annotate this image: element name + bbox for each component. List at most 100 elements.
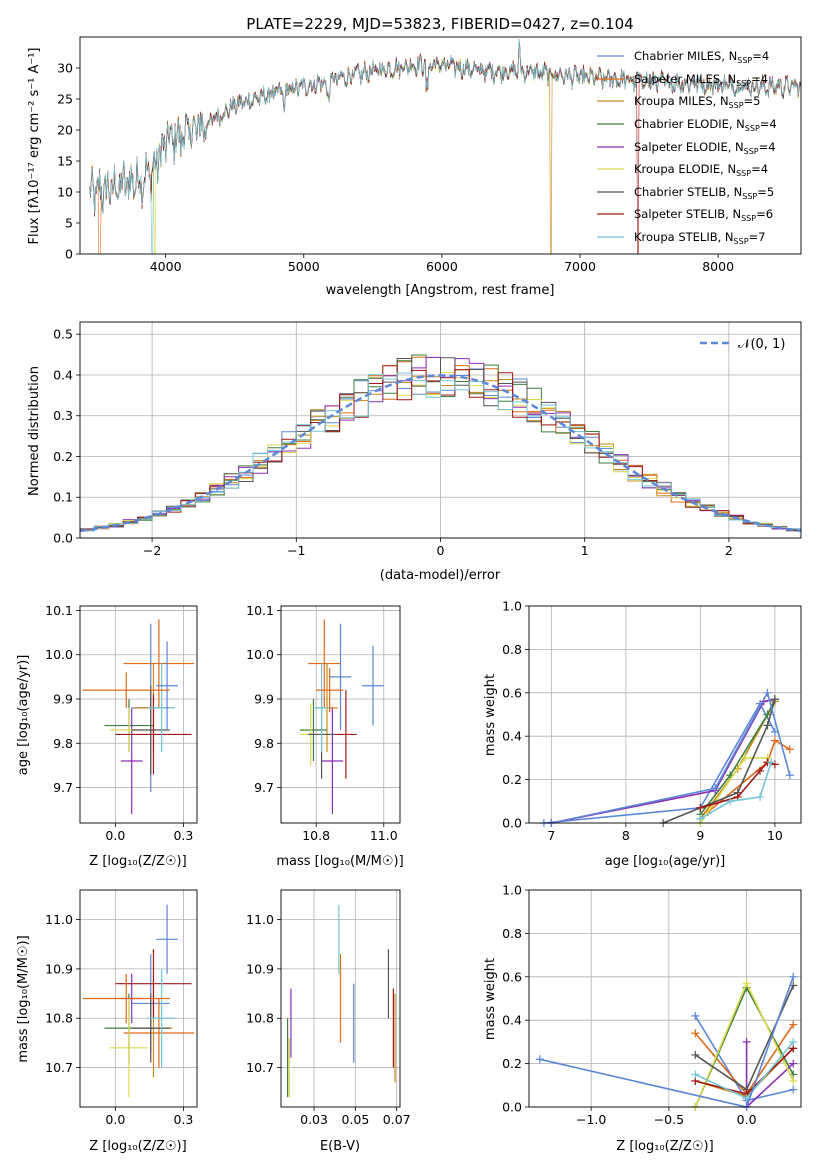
legend-sub: SSP <box>734 237 749 246</box>
legend-sub: SSP <box>742 192 757 201</box>
y-tick-label: 10.1 <box>246 603 274 618</box>
x-tick-label: 0.03 <box>300 1112 328 1127</box>
panel-0: 4000 5000 6000 7000 8000 0 5 10 15 20 25 30 <box>57 36 802 274</box>
y-tick-label: 10.9 <box>246 961 274 976</box>
axes-frame <box>79 36 802 255</box>
panel-7: −1.0 −0.5 0.0 0.0 0.2 0.4 0.6 0.8 1.0 <box>502 883 802 1127</box>
y-tick-label: 0.0 <box>502 1100 522 1115</box>
weight-series-line <box>699 761 772 820</box>
y-tick-label: 10.7 <box>45 1060 73 1075</box>
y-tick-label: 0.4 <box>502 729 522 744</box>
legend-n: =4 <box>760 117 777 131</box>
weight-marker <box>770 736 779 745</box>
legend-entry: Kroupa STELIB, NSSP=7 <box>597 230 765 246</box>
y-tick-label: 9.7 <box>254 780 274 795</box>
weight-marker <box>789 1059 798 1068</box>
legend-n: =5 <box>757 185 774 199</box>
legend-label: Chabrier ELODIE, N <box>634 117 745 131</box>
legend-entry: Salpeter MILES, NSSP=4 <box>597 72 768 88</box>
svg-text:Salpeter MILES, NSSP=4: Salpeter MILES, NSSP=4 <box>634 72 768 88</box>
y-tick-label: 5 <box>65 216 73 231</box>
weight-series-line <box>551 690 791 824</box>
y-tick-label: 25 <box>57 92 73 107</box>
panel-4: 7 8 9 10 0.0 0.2 0.4 0.6 0.8 1.0 <box>502 599 802 843</box>
errorbar-point <box>299 699 327 761</box>
y-tick-label: 10.7 <box>246 1060 274 1075</box>
axes-frame <box>79 321 802 539</box>
mass-z-ylabel: mass [log₁₀(M/M☉)] <box>16 935 31 1062</box>
axes-frame <box>280 889 401 1108</box>
age-mass-xlabel: mass [log₁₀(M/M☉)] <box>276 854 403 869</box>
legend-label: Chabrier MILES, N <box>634 49 737 63</box>
svg-text:Chabrier STELIB, NSSP=5: Chabrier STELIB, NSSP=5 <box>634 185 774 201</box>
errorbar-point <box>308 619 341 708</box>
legend-n: =6 <box>756 207 773 221</box>
x-tick-label: 6000 <box>426 259 458 274</box>
weight-marker <box>691 1070 700 1079</box>
histogram-ylabel: Normed distribution <box>27 366 42 496</box>
x-tick-label: 11.0 <box>370 828 398 843</box>
weight-marker <box>789 1037 798 1046</box>
svg-text:Kroupa STELIB, NSSP=7: Kroupa STELIB, NSSP=7 <box>634 230 765 246</box>
x-tick-label: 2 <box>725 543 733 558</box>
x-tick-label: 8000 <box>702 259 734 274</box>
weight-marker <box>726 797 735 806</box>
svg-text:Salpeter STELIB, NSSP=6: Salpeter STELIB, NSSP=6 <box>634 207 773 223</box>
x-tick-label: 4000 <box>150 259 182 274</box>
errorbar-point <box>148 968 176 1068</box>
axes-frame <box>528 889 802 1108</box>
errorbar-point <box>335 690 357 779</box>
legend-entry: Chabrier MILES, NSSP=4 <box>597 49 769 65</box>
legend-sub: SSP <box>729 101 744 110</box>
x-tick-label: 0.07 <box>383 1112 411 1127</box>
legend-sub: SSP <box>736 79 751 88</box>
errorbar-point <box>82 973 170 1024</box>
y-tick-label: 0.6 <box>502 969 522 984</box>
x-tick-label: −2 <box>143 543 161 558</box>
legend-entry: Kroupa ELODIE, NSSP=4 <box>597 162 768 178</box>
weight-series-line <box>699 701 776 820</box>
weight-marker <box>691 1050 700 1059</box>
legend-entry: Chabrier ELODIE, NSSP=4 <box>597 117 777 133</box>
errorbar-point <box>148 663 176 753</box>
mass-z-xlabel: Z [log₁₀(Z/Z☉)] <box>89 1139 186 1154</box>
y-tick-label: 0.3 <box>53 408 73 423</box>
weight-series-line <box>662 699 776 824</box>
x-tick-label: 0 <box>437 543 445 558</box>
spectrum-title: PLATE=2229, MJD=53823, FIBERID=0427, z=0… <box>246 15 633 33</box>
x-tick-label: 10.8 <box>302 828 330 843</box>
y-tick-label: 9.8 <box>53 736 73 751</box>
y-tick-label: 20 <box>57 123 73 138</box>
weight-marker <box>763 688 772 697</box>
x-tick-label: −1 <box>287 543 305 558</box>
x-tick-label: 1 <box>581 543 589 558</box>
legend-label: Kroupa STELIB, N <box>634 230 734 244</box>
legend-label: Chabrier STELIB, N <box>634 185 742 199</box>
legend-label: Kroupa ELODIE, N <box>634 162 736 176</box>
errorbar-point <box>82 672 170 708</box>
weight-marker <box>789 1020 798 1029</box>
x-tick-label: −1.0 <box>576 1112 606 1127</box>
legend-entry: Kroupa MILES, NSSP=5 <box>597 94 760 110</box>
errorbar-point <box>115 949 192 1019</box>
errorbar-point <box>329 623 352 730</box>
y-tick-label: 0.4 <box>53 367 73 382</box>
x-tick-label: 8 <box>622 828 630 843</box>
axes-frame <box>528 605 802 824</box>
y-tick-label: 0.0 <box>53 531 73 546</box>
legend-label: Salpeter STELIB, N <box>634 207 741 221</box>
weight-marker <box>767 758 776 767</box>
y-tick-label: 1.0 <box>502 599 522 614</box>
y-tick-label: 10 <box>57 185 73 200</box>
legend-n: =7 <box>749 230 766 244</box>
y-tick-label: 0.2 <box>53 449 73 464</box>
x-tick-label: 10 <box>767 828 783 843</box>
weight-marker <box>785 771 794 780</box>
legend-label: Salpeter ELODIE, N <box>634 140 744 154</box>
errorbar-point <box>313 663 330 753</box>
weight-marker <box>711 784 720 793</box>
y-tick-label: 9.9 <box>254 692 274 707</box>
errorbar-point <box>109 998 149 1098</box>
axes-frame <box>79 605 198 824</box>
